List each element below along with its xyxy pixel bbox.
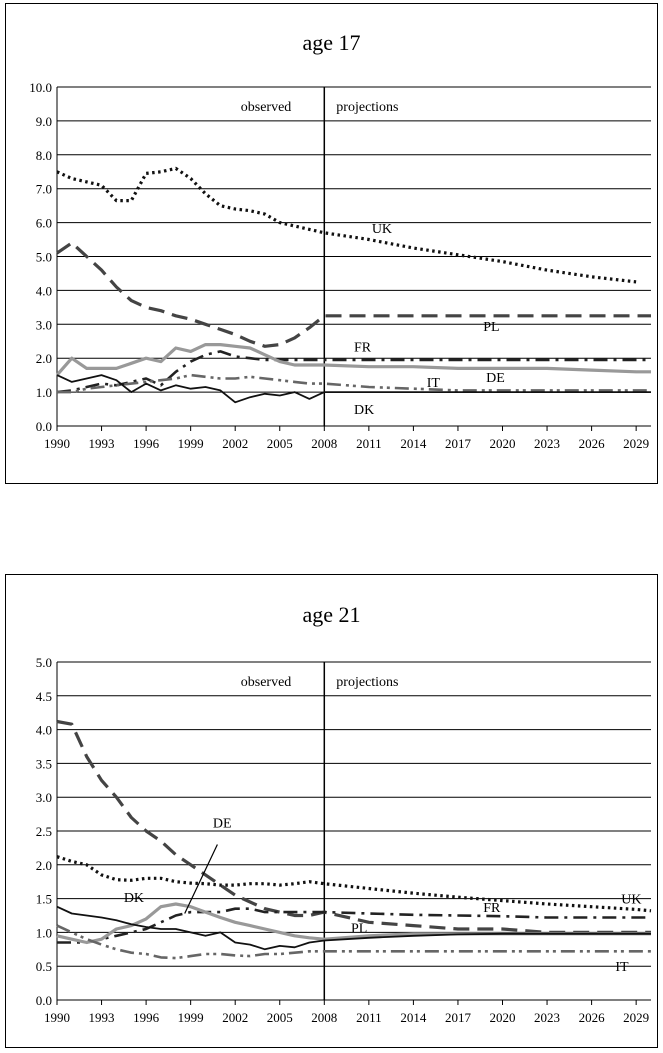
series-label-de: DE: [213, 817, 232, 832]
x-tick-label: 2008: [311, 1010, 337, 1025]
series-label-uk: UK: [372, 222, 392, 237]
y-tick-label: 5.0: [36, 250, 52, 265]
x-tick-label: 2029: [623, 436, 649, 451]
x-tick-label: 2017: [445, 1010, 472, 1025]
x-tick-label: 1996: [133, 436, 160, 451]
x-tick-label: 2026: [579, 1010, 606, 1025]
y-tick-label: 1.0: [36, 385, 52, 400]
y-tick-label: 4.5: [36, 689, 52, 704]
y-tick-label: 5.0: [36, 655, 52, 670]
x-tick-label: 1993: [89, 436, 115, 451]
x-tick-label: 2002: [222, 1010, 248, 1025]
annotation-leader: [184, 844, 218, 914]
y-tick-label: 4.0: [36, 283, 52, 298]
series-label-pl: PL: [351, 921, 367, 936]
series-line-pl: [56, 241, 651, 348]
series-line-de: [55, 343, 651, 377]
line-chart-age-17: 0.0 1.0 2.0 3.0 4.0 5.0 6.0 7.0 8.0 9.0 10.0 1990 19…: [29, 80, 651, 451]
y-tick-label: 4.0: [36, 723, 52, 738]
x-tick-label: 1999: [178, 1010, 204, 1025]
y-tick-label: 1.5: [36, 892, 52, 907]
x-tick-label: 1993: [89, 1010, 115, 1025]
x-tick-label: 1999: [178, 436, 204, 451]
x-tick-label: 2020: [490, 1010, 516, 1025]
x-tick-label: 2014: [400, 1010, 427, 1025]
y-tick-label: 0.5: [36, 959, 52, 974]
series-line-pl: [56, 719, 651, 934]
x-tick-label: 2011: [356, 1010, 382, 1025]
series-label-fr: FR: [483, 901, 501, 916]
series-label-dk: DK: [124, 891, 144, 906]
observed-label: observed: [241, 675, 292, 690]
series-label-it: IT: [427, 376, 441, 391]
chart-title: age 17: [302, 30, 361, 55]
x-tick-label: 2026: [579, 436, 606, 451]
y-tick-label: 3.0: [36, 317, 52, 332]
series-label-dk: DK: [354, 403, 374, 418]
projections-label: projections: [336, 100, 398, 115]
series-line-dk: [56, 905, 651, 951]
chart-panel-age-17: age 17 0.0 1.0 2.0 3.0 4.0 5.0 6.0 7.0 8.0 9.0 10.…: [5, 3, 658, 484]
line-chart-age-21: 0.0 0.5 1.0 1.5 2.0 2.5 3.0 3.5 4.0 4.5 5.0 1990 199…: [36, 655, 652, 1025]
y-tick-label: 9.0: [36, 114, 52, 129]
y-tick-label: 8.0: [36, 148, 52, 163]
y-tick-label: 7.0: [36, 182, 52, 197]
y-tick-label: 2.5: [36, 824, 52, 839]
x-tick-label: 1990: [44, 436, 70, 451]
x-tick-label: 2005: [267, 1010, 293, 1025]
y-tick-label: 10.0: [29, 80, 52, 95]
series-line-uk: [56, 166, 637, 284]
x-tick-label: 2023: [534, 436, 560, 451]
series-line-dk: [56, 374, 651, 404]
x-tick-label: 2014: [400, 436, 427, 451]
x-tick-label: 2005: [267, 436, 293, 451]
x-tick-label: 2017: [445, 436, 472, 451]
series-label-uk: UK: [621, 892, 641, 907]
y-tick-label: 6.0: [36, 216, 52, 231]
y-tick-label: 2.0: [36, 351, 52, 366]
series-label-pl: PL: [483, 320, 499, 335]
series-line-uk: [56, 855, 652, 913]
x-tick-label: 2029: [623, 1010, 649, 1025]
observed-label: observed: [241, 100, 292, 115]
series-label-fr: FR: [354, 340, 372, 355]
series-line-fr: [57, 907, 651, 944]
y-tick-label: 3.0: [36, 790, 52, 805]
series-label-it: IT: [615, 960, 629, 975]
series-label-de: DE: [486, 371, 505, 386]
x-tick-label: 2020: [490, 436, 516, 451]
x-tick-label: 2008: [311, 436, 337, 451]
x-tick-label: 2023: [534, 1010, 560, 1025]
y-tick-label: 0.0: [36, 993, 52, 1008]
x-tick-label: 2002: [222, 436, 248, 451]
y-tick-label: 3.5: [36, 756, 52, 771]
y-tick-label: 2.0: [36, 858, 52, 873]
x-tick-label: 1996: [133, 1010, 160, 1025]
y-tick-label: 1.0: [36, 925, 52, 940]
chart-panel-age-21: age 21 0.0 0.5 1.0 1.5 2.0 2.5 3.0 3.5 4.0 4.5 5.0…: [5, 574, 658, 1048]
chart-title: age 21: [302, 602, 361, 627]
y-tick-label: 0.0: [36, 419, 52, 434]
x-tick-label: 1990: [44, 1010, 70, 1025]
projections-label: projections: [336, 675, 398, 690]
series-line-it: [56, 924, 651, 960]
x-tick-label: 2011: [356, 436, 382, 451]
